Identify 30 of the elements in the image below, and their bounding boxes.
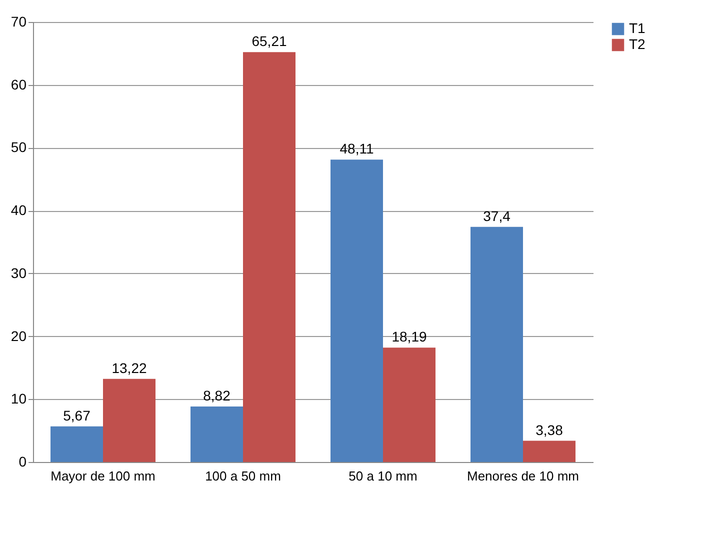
legend-label: T2 xyxy=(629,36,646,52)
legend-label: T1 xyxy=(629,20,646,36)
y-tick-label: 30 xyxy=(10,264,27,281)
bar xyxy=(243,52,296,462)
data-label: 65,21 xyxy=(252,33,287,50)
x-tick-label: Menores de 10 mm xyxy=(467,468,579,484)
bar xyxy=(50,426,103,462)
bar xyxy=(330,160,383,462)
bar xyxy=(190,406,243,462)
bar xyxy=(523,440,576,462)
data-label: 37,4 xyxy=(483,208,511,224)
data-label: 13,22 xyxy=(112,360,147,376)
x-tick-label: 100 a 50 mm xyxy=(205,468,281,484)
data-label: 5,67 xyxy=(63,407,91,424)
data-label: 8,82 xyxy=(203,388,231,404)
y-tick-label: 10 xyxy=(10,390,27,407)
y-tick-label: 0 xyxy=(18,454,27,470)
data-label: 3,38 xyxy=(536,422,564,438)
bar xyxy=(103,378,156,462)
x-tick-label: Mayor de 100 mm xyxy=(50,468,156,484)
x-tick-label: 50 a 10 mm xyxy=(348,468,418,484)
data-label: 48,11 xyxy=(340,140,374,157)
y-tick-label: 60 xyxy=(10,76,27,92)
y-tick-label: 70 xyxy=(10,14,27,30)
bar xyxy=(383,348,436,462)
y-tick-label: 50 xyxy=(10,139,27,156)
y-tick-label: 20 xyxy=(10,328,27,344)
data-label: 18,19 xyxy=(392,328,427,345)
bar xyxy=(470,226,523,462)
y-tick-label: 40 xyxy=(10,202,27,218)
